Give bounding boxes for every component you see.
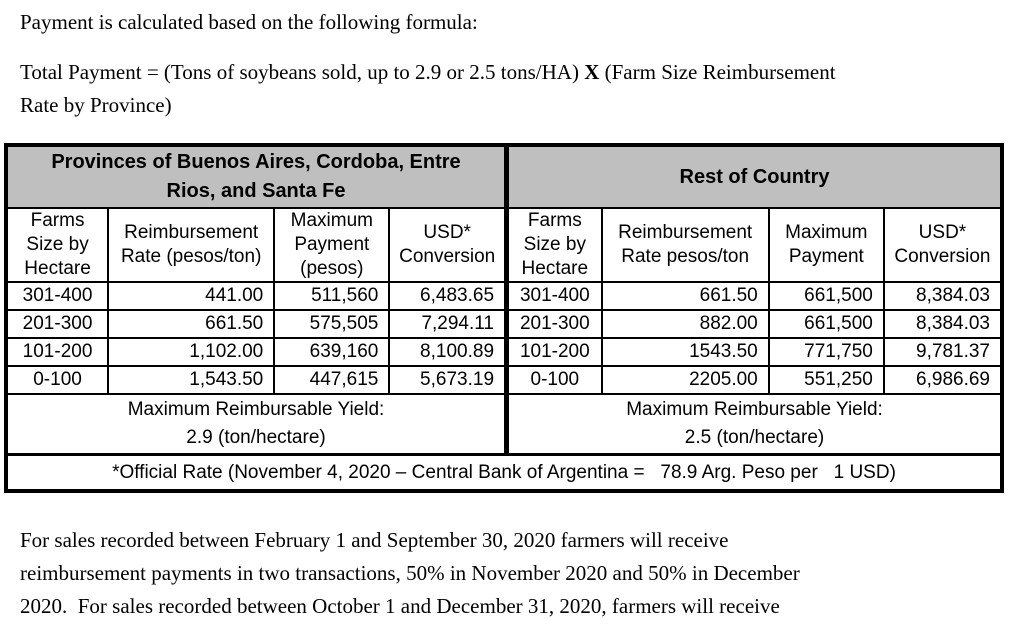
table-row: 201-300 661.50 575,505 7,294.11 201-300 … xyxy=(4,309,1004,339)
table-cell: 6,483.65 xyxy=(388,281,508,311)
table-cell: 7,294.11 xyxy=(388,309,508,339)
table-row: 0-100 1,543.50 447,615 5,673.19 0-100 22… xyxy=(4,365,1004,395)
table-cell: 639,160 xyxy=(273,337,391,367)
closing-paragraph: For sales recorded between February 1 an… xyxy=(20,528,800,618)
column-header-left-usd: USD* Conversion xyxy=(388,207,508,283)
table-header-row: Farms Size by Hectare Reimbursement Rate (p… xyxy=(4,207,1004,283)
table-cell: 1,102.00 xyxy=(107,337,276,367)
table-cell: 771,750 xyxy=(767,337,885,367)
table-cell: 201-300 xyxy=(4,309,110,339)
table-cell: 301-400 xyxy=(504,281,603,311)
table-cell: 882.00 xyxy=(600,309,770,339)
table-cell: 0-100 xyxy=(4,365,110,395)
column-header-left-rate: Reimbursement Rate (pesos/ton) xyxy=(107,207,276,283)
table-cell: 8,384.03 xyxy=(882,281,1004,311)
table-cell: 8,100.89 xyxy=(388,337,508,367)
table-cell: 1543.50 xyxy=(600,337,770,367)
reimbursement-rate-table: Provinces of Buenos Aires, Cordoba, Entr… xyxy=(4,143,1004,493)
column-header-right-farm-size: Farms Size by Hectare xyxy=(504,207,603,283)
table-cell: 8,384.03 xyxy=(882,309,1004,339)
table-cell: 551,250 xyxy=(767,365,885,395)
intro-paragraph: Payment is calculated based on the follo… xyxy=(20,10,478,34)
column-header-right-rate: Reimbursement Rate pesos/ton xyxy=(600,207,770,283)
table-footnote-row: *Official Rate (November 4, 2020 – Centr… xyxy=(5,453,1003,492)
table-yield-row: Maximum Reimbursable Yield: 2.9 (ton/hect… xyxy=(5,393,1004,456)
formula-paragraph: Total Payment = (Tons of soybeans sold, … xyxy=(20,56,992,122)
formula-part1: Total Payment = (Tons of soybeans sold, … xyxy=(20,60,585,84)
table-cell: 9,781.37 xyxy=(882,337,1004,367)
column-header-right-usd: USD* Conversion xyxy=(882,207,1004,283)
table-cell: 441.00 xyxy=(107,281,276,311)
table-cell: 101-200 xyxy=(4,337,110,367)
formula-part3: Rate by Province) xyxy=(20,93,172,117)
table-cell: 2205.00 xyxy=(600,365,770,395)
table-cell: 301-400 xyxy=(4,281,110,311)
table-cell: 6,986.69 xyxy=(882,365,1004,395)
official-rate-footnote: *Official Rate (November 4, 2020 – Centr… xyxy=(5,453,1003,492)
formula-part2: (Farm Size Reimbursement xyxy=(599,60,836,84)
column-header-left-farm-size: Farms Size by Hectare xyxy=(4,207,110,283)
table-cell: 661,500 xyxy=(767,309,885,339)
table-cell: 0-100 xyxy=(504,365,603,395)
column-header-right-max-payment: Maximum Payment xyxy=(767,207,885,283)
table-title-row: Provinces of Buenos Aires, Cordoba, Entr… xyxy=(5,144,1004,209)
table-cell: 661.50 xyxy=(107,309,276,339)
table-row: 301-400 441.00 511,560 6,483.65 301-400 … xyxy=(4,281,1004,311)
table-cell: 101-200 xyxy=(504,337,603,367)
table-row: 101-200 1,102.00 639,160 8,100.89 101-20… xyxy=(4,337,1004,367)
yield-note-right: Maximum Reimbursable Yield: 2.5 (ton/hect… xyxy=(504,393,1004,456)
table-cell: 201-300 xyxy=(504,309,603,339)
table-cell: 447,615 xyxy=(273,365,391,395)
formula-operator: X xyxy=(584,60,600,84)
column-header-left-max-payment: Maximum Payment (pesos) xyxy=(273,207,391,283)
table-cell: 5,673.19 xyxy=(388,365,508,395)
table-title-left: Provinces of Buenos Aires, Cordoba, Entr… xyxy=(5,144,508,209)
table-cell: 575,505 xyxy=(273,309,391,339)
table-title-right: Rest of Country xyxy=(504,144,1004,209)
table-cell: 661,500 xyxy=(767,281,885,311)
table-cell: 511,560 xyxy=(273,281,391,311)
table-cell: 661.50 xyxy=(600,281,770,311)
yield-note-left: Maximum Reimbursable Yield: 2.9 (ton/hect… xyxy=(5,393,508,456)
table-cell: 1,543.50 xyxy=(107,365,276,395)
